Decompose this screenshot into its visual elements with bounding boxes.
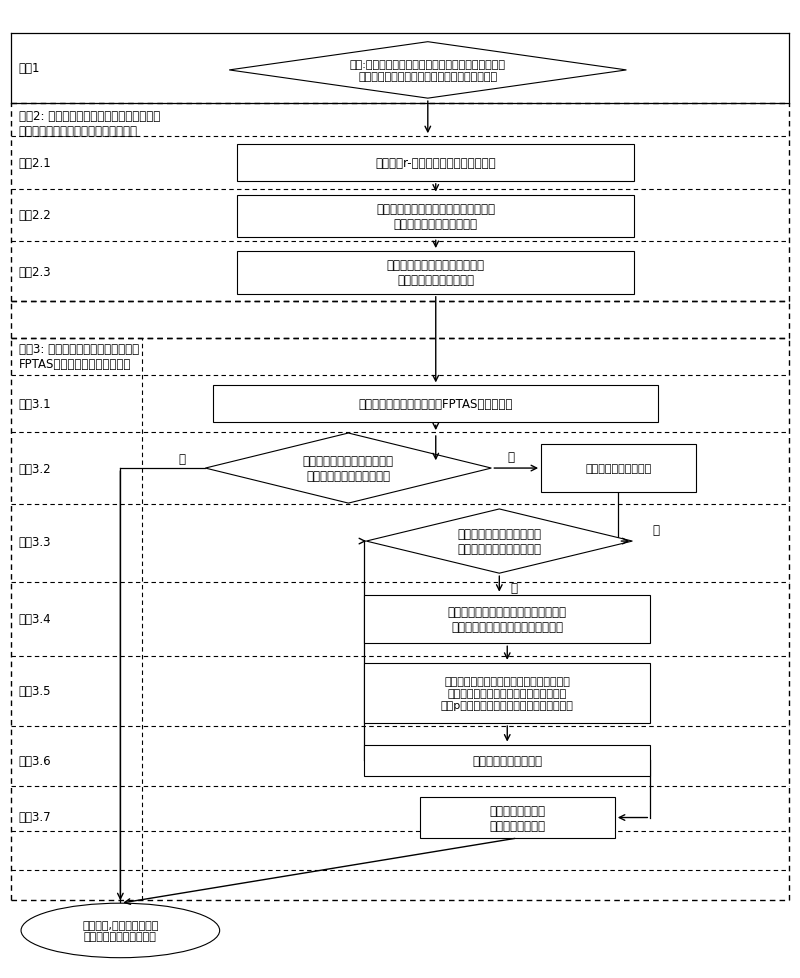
Text: 所有网格内总的哑元金属密度
是否大于外层迭代终止变量: 所有网格内总的哑元金属密度 是否大于外层迭代终止变量 xyxy=(303,455,394,482)
Text: 待填充窗口的相对哑元密度
是否大于内层迭代控制变量: 待填充窗口的相对哑元密度 是否大于内层迭代控制变量 xyxy=(458,527,542,556)
Text: 选择属于待填充窗口并且哑元密度还未
达到密度上限的网格作为待填充网格: 选择属于待填充窗口并且哑元密度还未 达到密度上限的网格作为待填充网格 xyxy=(448,605,566,634)
Bar xyxy=(237,251,634,294)
Text: 步骤3.4: 步骤3.4 xyxy=(18,613,51,626)
Bar xyxy=(541,444,696,493)
Text: 将上述线性规划问题转化成一种
特殊的覆盖线性规划问题: 将上述线性规划问题转化成一种 特殊的覆盖线性规划问题 xyxy=(386,259,485,288)
Text: 步骤2.1: 步骤2.1 xyxy=(18,156,51,170)
Text: 输入:待填充的版图、给定的版图金属密度的上下界、
版图上允许哑元填充的可行区域、算法近似精度: 输入:待填充的版图、给定的版图金属密度的上下界、 版图上允许哑元填充的可行区域、… xyxy=(350,60,506,81)
Text: 步骤3.1: 步骤3.1 xyxy=(18,398,51,411)
Text: 增大内层迭代控制变量: 增大内层迭代控制变量 xyxy=(586,464,651,473)
Polygon shape xyxy=(206,433,491,504)
Bar xyxy=(420,797,615,838)
Text: 步骤3: 应用完全多项式时间近似算法
FPTAS来求解最小哑元填充问题: 步骤3: 应用完全多项式时间近似算法 FPTAS来求解最小哑元填充问题 xyxy=(18,342,138,371)
Text: 步骤2: 将最小化哑元金属数目的哑元填充问
题转化成一种特殊的覆盖线性规划问题: 步骤2: 将最小化哑元金属数目的哑元填充问 题转化成一种特殊的覆盖线性规划问题 xyxy=(18,111,160,138)
Text: 是: 是 xyxy=(178,453,185,466)
Text: 重新选择待填充的窗口: 重新选择待填充的窗口 xyxy=(472,754,542,767)
Text: 存储最优的网格内
哑元金属密度结果: 存储最优的网格内 哑元金属密度结果 xyxy=(490,804,546,831)
Text: 步骤3.2: 步骤3.2 xyxy=(18,462,51,475)
Text: 将最小化哑元金属数目的哑元填充问题
表示成标准的线性规划问题: 将最小化哑元金属数目的哑元填充问题 表示成标准的线性规划问题 xyxy=(376,202,495,231)
Text: 是: 是 xyxy=(653,523,660,536)
Bar xyxy=(364,745,650,776)
Text: 步骤3.3: 步骤3.3 xyxy=(18,535,51,548)
Polygon shape xyxy=(229,43,626,99)
Text: 否: 否 xyxy=(508,451,514,464)
Text: 步骤1: 步骤1 xyxy=(18,63,40,75)
Bar xyxy=(364,663,650,724)
Text: 步骤2.3: 步骤2.3 xyxy=(18,266,51,279)
Text: 根据网格密度代价函数和近似精度，来确定
待填充网格的哑元密度增加量，对待填充
窗口p内所有待填充的网格进行哑元金属填充: 根据网格密度代价函数和近似精度，来确定 待填充网格的哑元密度增加量，对待填充 窗… xyxy=(441,677,574,710)
Polygon shape xyxy=(366,510,632,574)
Text: 步骤3.5: 步骤3.5 xyxy=(18,685,51,697)
Ellipse shape xyxy=(21,904,220,957)
Text: 否: 否 xyxy=(510,582,517,595)
Text: 算法结束,输出存储的最优
网格内哑元金属密度结果: 算法结束,输出存储的最优 网格内哑元金属密度结果 xyxy=(82,919,158,941)
Text: 步骤2.2: 步骤2.2 xyxy=(18,209,51,222)
Bar xyxy=(237,196,634,238)
Text: 对完全多项式时间近似算法FPTAS进行初始化: 对完全多项式时间近似算法FPTAS进行初始化 xyxy=(358,398,513,411)
Bar xyxy=(237,145,634,182)
Bar xyxy=(364,595,650,644)
Text: 以固定的r-划分模式划分所述版图区域: 以固定的r-划分模式划分所述版图区域 xyxy=(375,156,496,170)
Text: 步骤3.7: 步骤3.7 xyxy=(18,810,51,823)
Text: 步骤3.6: 步骤3.6 xyxy=(18,754,51,767)
Bar xyxy=(214,386,658,422)
